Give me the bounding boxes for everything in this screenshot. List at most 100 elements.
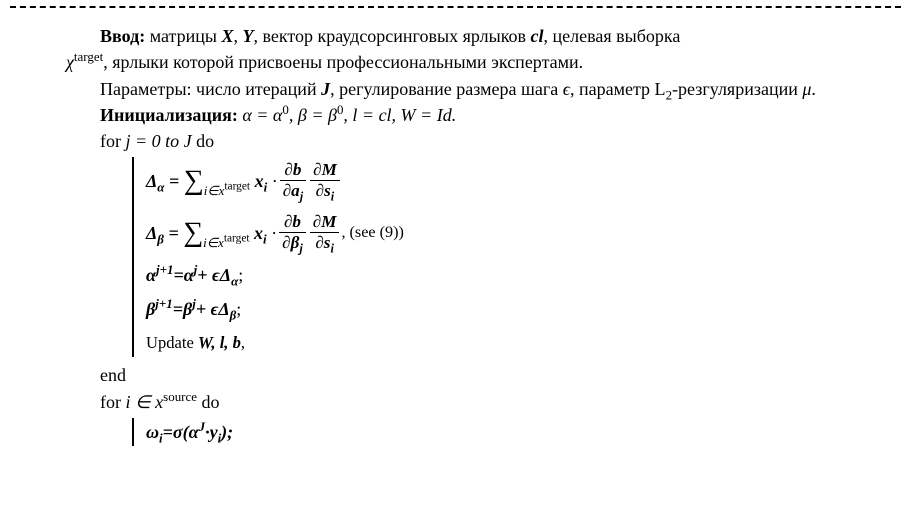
sum-sub-sup: target [224, 232, 250, 244]
omega: ω [146, 422, 159, 442]
kw-do: do [192, 131, 215, 151]
eq-sign: = [168, 223, 183, 243]
xi: x [254, 223, 263, 243]
text: , l = cl, W = Id. [343, 105, 456, 125]
see-ref: , (see (9)) [341, 222, 403, 244]
den: ∂a [283, 181, 300, 200]
lhs: α [146, 265, 156, 285]
text: -резгуляризации [672, 79, 802, 99]
comma: , [241, 332, 245, 354]
eq-delta-beta: Δβ = ∑i∈xtarget xi · ∂b ∂βj ∂M ∂si [146, 209, 877, 255]
lhs: β [146, 299, 155, 319]
text: матрицы [145, 26, 221, 46]
xi: x [255, 171, 264, 191]
text: α = α [238, 105, 283, 125]
delta: Δ [146, 223, 157, 243]
den-sub: j [299, 241, 302, 255]
num-p: ∂ [313, 160, 321, 179]
eq-delta-alpha: Δα = ∑i∈xtarget xi · ∂b ∂aj ∂M ∂si [146, 157, 877, 203]
top-dashed-rule [10, 6, 901, 8]
den-sub: j [300, 189, 303, 203]
text: , β = β [289, 105, 337, 125]
dot: · [272, 171, 278, 191]
sum-icon: ∑ [184, 167, 204, 195]
close: ); [221, 420, 233, 444]
sum-sub: i∈x [203, 235, 224, 250]
sym-X: X [221, 26, 233, 46]
den: ∂s [315, 233, 330, 252]
kw-for: for [100, 131, 126, 151]
jp1: j+1 [155, 296, 172, 311]
semi: ; [236, 297, 241, 321]
text: , целевая выборка [544, 26, 681, 46]
input-label: Ввод: [100, 26, 145, 46]
for-range: i ∈ x [126, 392, 164, 412]
frac-2b: ∂M ∂si [310, 213, 340, 252]
text: Параметры: число итераций [100, 79, 321, 99]
sym-Y: Y [242, 26, 253, 46]
input-line-2: χtarget, ярлыки которой присвоены профес… [66, 50, 877, 74]
text: , параметр L [570, 79, 666, 99]
for-body-i: ωi = σ(αJ · yi); [132, 418, 877, 446]
sum-sub: i∈x [204, 183, 225, 198]
sym-eps: ϵ [563, 79, 570, 99]
for-range: j = 0 to J [126, 131, 192, 151]
sum-sub-sup: target [224, 180, 250, 192]
aJ: α [189, 422, 199, 442]
frac-2a: ∂M ∂si [310, 161, 340, 200]
eq-alpha-update: αj+1 = αj + ϵΔα; [146, 261, 877, 289]
input-line: Ввод: матрицы X, Y, вектор краудсорсинго… [66, 24, 877, 48]
alpha-sub: α [157, 180, 164, 195]
alpha-sub: α [231, 274, 238, 289]
sum-icon: ∑ [183, 219, 203, 247]
eq-sign: = [173, 297, 183, 321]
init-label: Инициализация: [100, 105, 238, 125]
num-M: M [322, 160, 337, 179]
xi-sub: i [263, 232, 267, 247]
eq-sign: = [173, 263, 183, 287]
semi: ; [238, 263, 243, 287]
bj: β [183, 299, 192, 319]
kw-for: for [100, 392, 126, 412]
for-head-j: for j = 0 to J do [100, 129, 877, 153]
aj: α [184, 265, 194, 285]
text: , вектор краудсорсинговых ярлыков [253, 26, 530, 46]
source-sup: source [163, 389, 197, 404]
sym-chi: χ [66, 52, 74, 72]
text: . [811, 79, 816, 99]
beta-sub: β [230, 308, 237, 323]
den: ∂β [282, 233, 299, 252]
for-head-i: for i ∈ xsource do [100, 390, 877, 414]
yi: y [210, 422, 218, 442]
text: , регулирование размера шага [330, 79, 563, 99]
params-line: Параметры: число итераций J, регулирован… [66, 77, 877, 101]
den: ∂s [316, 181, 331, 200]
den-sub: i [330, 241, 333, 255]
eq-sign: = [169, 171, 184, 191]
eq-beta-update: βj+1 = βj + ϵΔβ; [146, 295, 877, 323]
num: ∂b [284, 160, 301, 179]
algorithm-content: Ввод: матрицы X, Y, вектор краудсорсинго… [66, 24, 877, 452]
jp1: j+1 [156, 262, 173, 277]
algorithm-block: Ввод: матрицы X, Y, вектор краудсорсинго… [0, 0, 907, 514]
sigma-fn: σ [173, 420, 183, 444]
plus: + ϵΔ [197, 265, 231, 285]
frac-1a: ∂b ∂aj [280, 161, 306, 200]
kw-do: do [197, 392, 220, 412]
kw-end: end [100, 363, 877, 387]
num-p: ∂ [313, 212, 321, 231]
plus: + ϵΔ [196, 299, 230, 319]
dot: · [271, 223, 277, 243]
beta-sub: β [157, 232, 164, 247]
sym-J: J [321, 79, 330, 99]
eq-omega: ωi = σ(αJ · yi); [146, 418, 877, 446]
for-body-j: Δα = ∑i∈xtarget xi · ∂b ∂aj ∂M ∂si [132, 157, 877, 357]
sym-cl: cl [531, 26, 544, 46]
eq-sign: = [163, 420, 173, 444]
Wlb: W, l, b [198, 332, 241, 354]
update-kw: Update [146, 332, 194, 354]
init-line: Инициализация: α = α0, β = β0, l = cl, W… [66, 103, 877, 127]
for-loop-i: for i ∈ xsource do ωi = σ(αJ · yi); [66, 390, 877, 446]
text: , ярлыки которой присвоены профессиональ… [103, 52, 583, 72]
frac-1b: ∂b ∂βj [279, 213, 306, 252]
